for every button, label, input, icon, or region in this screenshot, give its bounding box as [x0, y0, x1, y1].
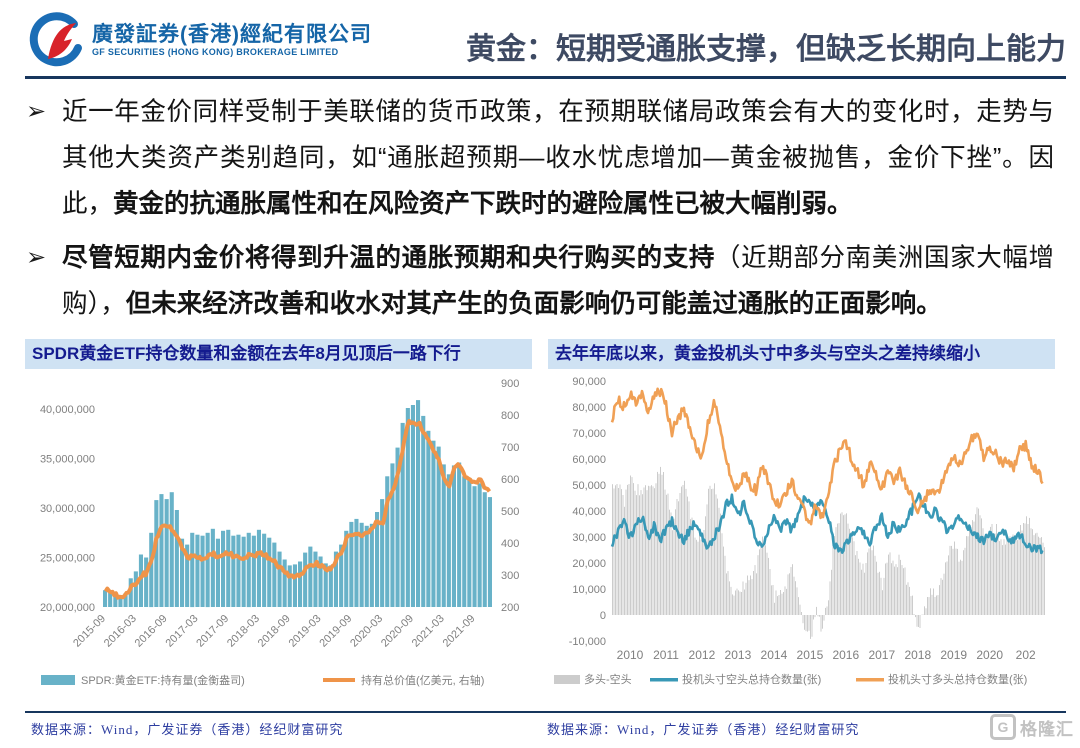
svg-text:30,000: 30,000	[572, 532, 606, 544]
svg-text:SPDR:黄金ETF:持有量(金衡盎司): SPDR:黄金ETF:持有量(金衡盎司)	[81, 673, 245, 687]
data-source-left: 数据来源：Wind，广发证券（香港）经纪财富研究	[31, 722, 344, 737]
charts-row: SPDR黄金ETF持仓数量和金额在去年8月见顶后一路下行 20,000,000 2…	[0, 335, 1080, 699]
etf-holdings-chart: 20,000,000 25,000,000 30,000,000 35,000,000…	[25, 369, 532, 699]
svg-text:2020-03: 2020-03	[348, 613, 385, 650]
footer-divider	[25, 711, 1066, 713]
svg-text:2016-03: 2016-03	[102, 613, 139, 650]
logo-company-name-english: GF SECURITIES (HONG KONG) BROKERAGE LIMI…	[92, 47, 339, 58]
bullet-item: ➢ 近一年金价同样受制于美联储的货币政策，在预期联储局政策会有大的变化时，走势与其…	[26, 89, 1054, 227]
svg-text:60,000: 60,000	[572, 454, 606, 466]
svg-text:2018-03: 2018-03	[225, 613, 262, 650]
svg-text:2016-09: 2016-09	[133, 613, 170, 650]
svg-text:2019-03: 2019-03	[287, 613, 324, 650]
svg-text:20,000,000: 20,000,000	[40, 602, 95, 614]
gelonghui-watermark: G 格隆汇	[990, 714, 1074, 740]
svg-text:600: 600	[501, 474, 519, 486]
svg-text:40,000,000: 40,000,000	[40, 404, 95, 416]
svg-text:2016: 2016	[832, 648, 859, 662]
bullet-text: 近一年金价同样受制于美联储的货币政策，在预期联储局政策会有大的变化时，走势与其他…	[62, 98, 1054, 218]
svg-text:800: 800	[501, 410, 519, 422]
chart-title-positions: 去年年底以来，黄金投机头寸中多头与空头之差持续缩小	[548, 339, 1055, 369]
svg-text:200: 200	[501, 602, 519, 614]
speculative-positions-chart: 90,000 80,000 70,000 60,000 50,000 40,000 30,0…	[548, 369, 1055, 699]
svg-text:202: 202	[1016, 648, 1036, 662]
logo-text: 廣發証券(香港)經紀有限公司 GF SECURITIES (HONG KONG)…	[92, 23, 372, 58]
svg-text:2015-09: 2015-09	[71, 613, 108, 650]
chart-panel-positions: 去年年底以来，黄金投机头寸中多头与空头之差持续缩小 90,000 80,000 70…	[548, 339, 1055, 699]
svg-text:2018-09: 2018-09	[256, 613, 293, 650]
bullet-arrow-icon: ➢	[26, 98, 47, 125]
chart-panel-etf: SPDR黄金ETF持仓数量和金额在去年8月见顶后一路下行 20,000,000 2…	[25, 339, 532, 699]
svg-text:多头-空头: 多头-空头	[584, 672, 632, 686]
logo-company-name-chinese: 廣發証券(香港)經紀有限公司	[92, 23, 372, 47]
gelonghui-watermark-text: 格隆汇	[1020, 719, 1074, 739]
svg-text:35,000,000: 35,000,000	[40, 454, 95, 466]
svg-text:2017-09: 2017-09	[194, 613, 231, 650]
svg-text:70,000: 70,000	[572, 428, 606, 440]
svg-text:2020-09: 2020-09	[379, 613, 416, 650]
svg-text:400: 400	[501, 538, 519, 550]
company-logo: 廣發証券(香港)經紀有限公司 GF SECURITIES (HONG KONG)…	[26, 12, 372, 70]
svg-text:2021-03: 2021-03	[410, 613, 447, 650]
bullet-text: 尽管短期内金价将得到升温的通胀预期和央行购买的支持（近期部分南美洲国家大幅增购）…	[62, 244, 1054, 318]
svg-text:90,000: 90,000	[572, 376, 606, 388]
svg-text:投机头寸多头总持仓数量(张): 投机头寸多头总持仓数量(张)	[888, 672, 1027, 686]
svg-text:-10,000: -10,000	[569, 636, 606, 648]
svg-text:30,000,000: 30,000,000	[40, 503, 95, 515]
bullet-list: ➢ 近一年金价同样受制于美联储的货币政策，在预期联储局政策会有大的变化时，走势与其…	[0, 79, 1080, 327]
svg-text:2014: 2014	[761, 648, 788, 662]
svg-text:300: 300	[501, 570, 519, 582]
bullet-item: ➢ 尽管短期内金价将得到升温的通胀预期和央行购买的支持（近期部分南美洲国家大幅增购…	[26, 235, 1054, 327]
svg-text:2017-03: 2017-03	[163, 613, 200, 650]
svg-text:2020: 2020	[976, 648, 1003, 662]
bullet-arrow-icon: ➢	[26, 244, 47, 271]
svg-text:10,000: 10,000	[572, 584, 606, 596]
svg-text:40,000: 40,000	[572, 506, 606, 518]
svg-text:2011: 2011	[653, 648, 679, 662]
svg-text:投机头寸空头总持仓数量(张): 投机头寸空头总持仓数量(张)	[682, 672, 821, 686]
svg-text:2021-09: 2021-09	[441, 613, 478, 650]
chart-title-etf: SPDR黄金ETF持仓数量和金额在去年8月见顶后一路下行	[25, 339, 532, 369]
svg-text:50,000: 50,000	[572, 480, 606, 492]
svg-text:2018: 2018	[904, 648, 931, 662]
svg-text:0: 0	[600, 610, 606, 622]
svg-text:900: 900	[501, 378, 519, 390]
gelonghui-logo-icon: G	[990, 714, 1016, 740]
svg-text:2013: 2013	[725, 648, 752, 662]
svg-text:500: 500	[501, 506, 519, 518]
header-divider	[25, 76, 1066, 79]
header: 廣發証券(香港)經紀有限公司 GF SECURITIES (HONG KONG)…	[0, 0, 1080, 70]
svg-text:2012: 2012	[689, 648, 716, 662]
data-source-right: 数据来源：Wind，广发证券（香港）经纪财富研究	[547, 722, 860, 737]
svg-text:2019-09: 2019-09	[317, 613, 354, 650]
svg-text:25,000,000: 25,000,000	[40, 553, 95, 565]
svg-text:2015: 2015	[797, 648, 824, 662]
svg-text:2017: 2017	[868, 648, 895, 662]
svg-text:80,000: 80,000	[572, 402, 606, 414]
page-title: 黄金：短期受通胀支撑，但缺乏长期向上能力	[466, 33, 1066, 66]
svg-text:2010: 2010	[617, 648, 644, 662]
svg-text:700: 700	[501, 442, 519, 454]
svg-text:20,000: 20,000	[572, 558, 606, 570]
svg-text:2019: 2019	[940, 648, 967, 662]
svg-text:持有总价值(亿美元, 右轴): 持有总价值(亿美元, 右轴)	[361, 673, 484, 687]
gf-securities-logo-icon	[29, 12, 82, 67]
